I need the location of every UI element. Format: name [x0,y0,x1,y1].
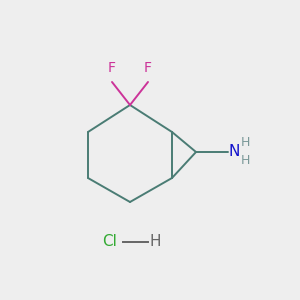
Text: H: H [241,154,250,167]
Text: H: H [149,235,161,250]
Text: F: F [144,61,152,75]
Text: H: H [241,136,250,149]
Text: F: F [108,61,116,75]
Text: N: N [228,145,239,160]
Text: Cl: Cl [103,235,117,250]
